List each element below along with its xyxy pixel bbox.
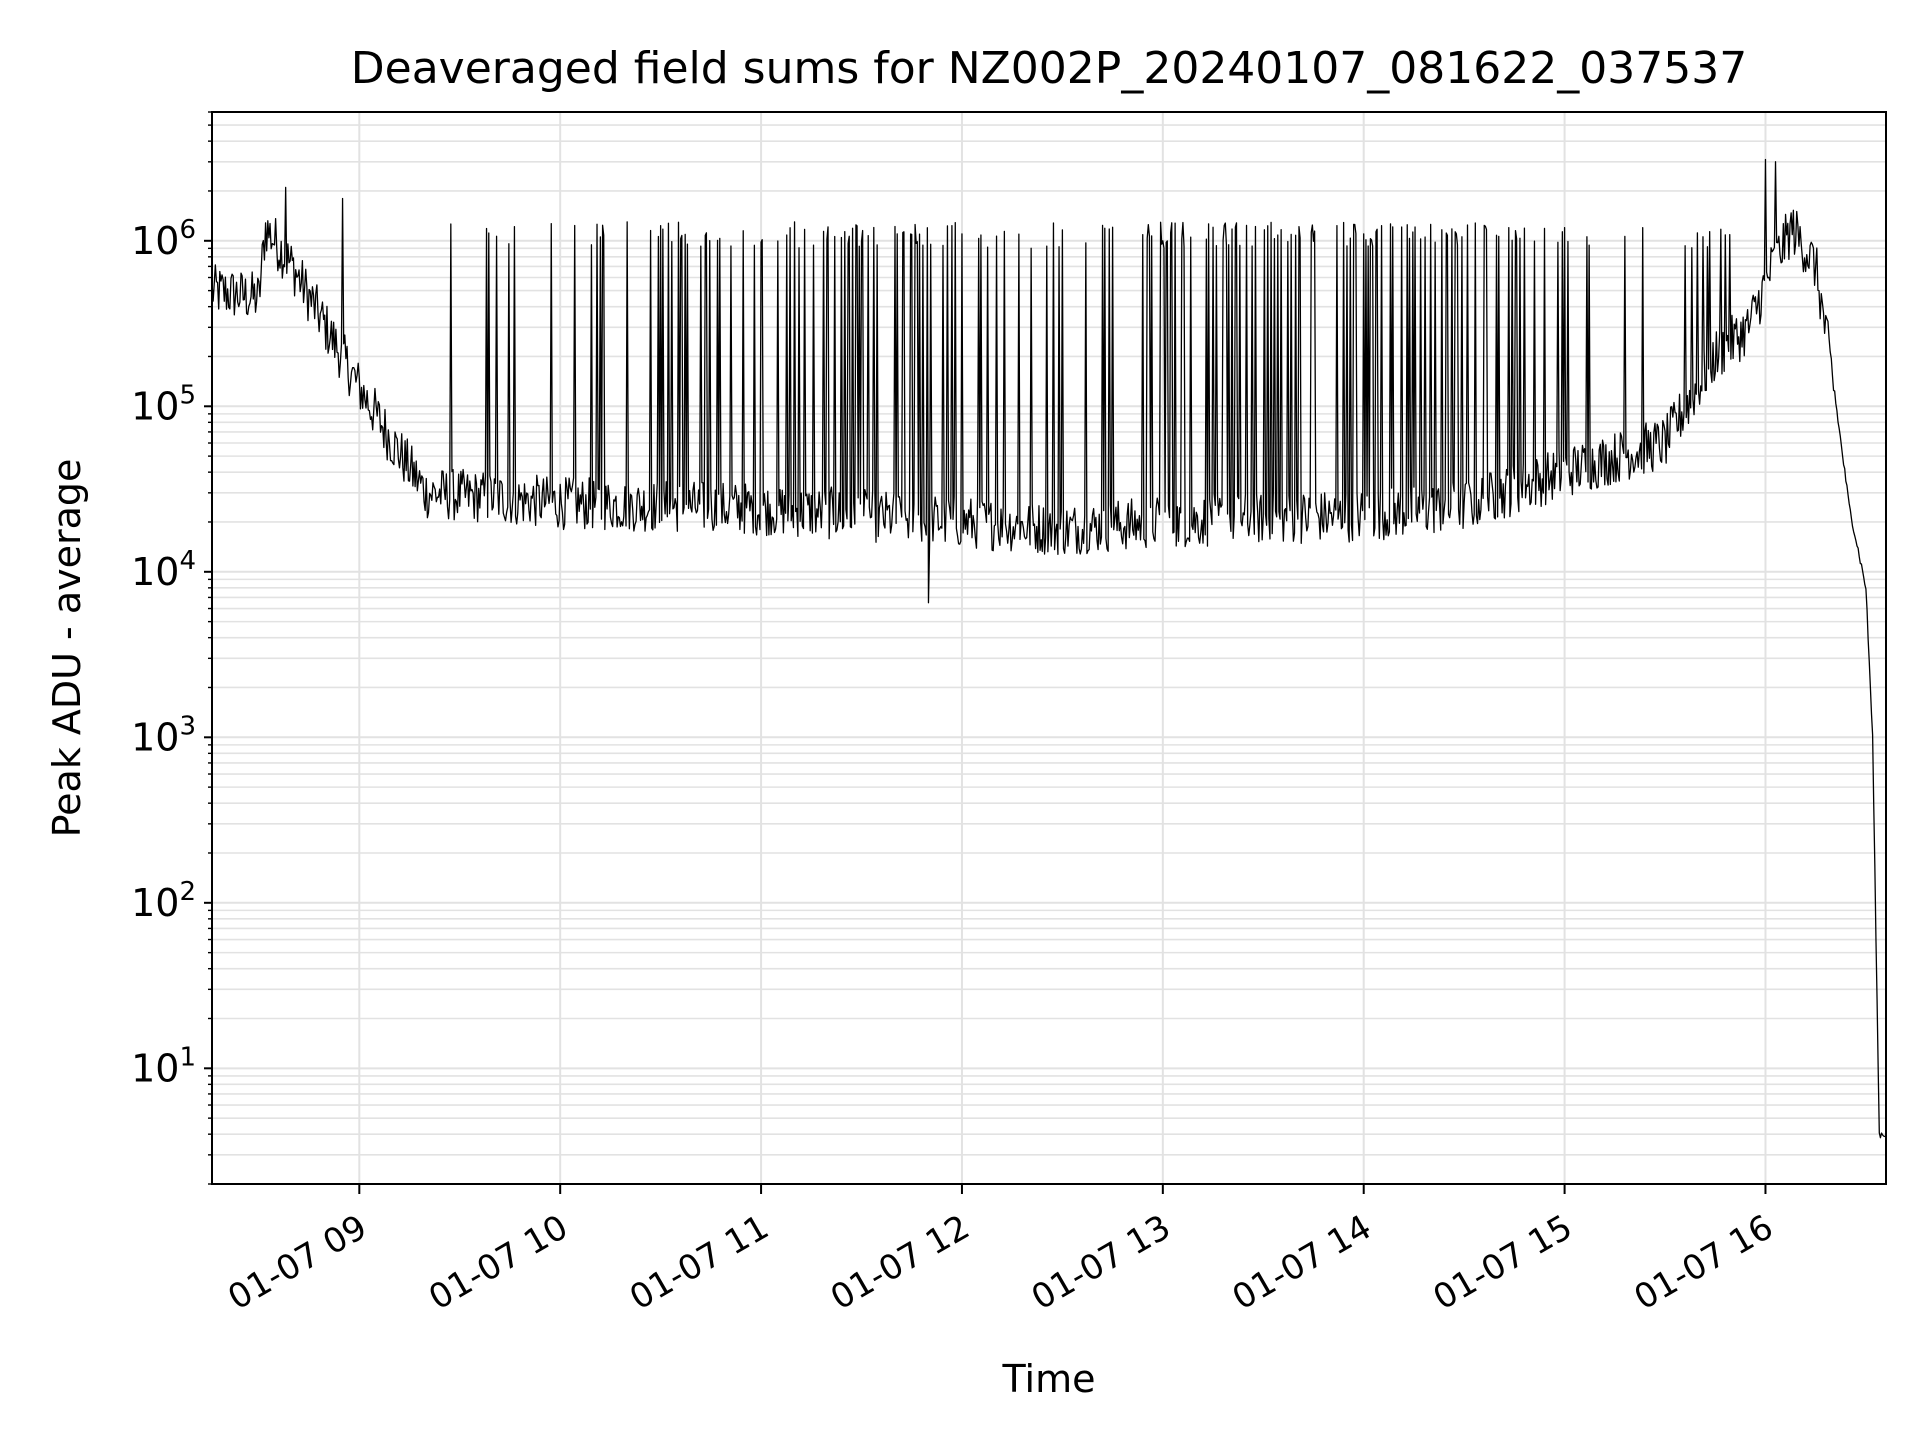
x-tick-label: 01-07 09 bbox=[221, 1207, 373, 1318]
x-tick-label: 01-07 15 bbox=[1427, 1207, 1579, 1318]
x-tick-label: 01-07 12 bbox=[824, 1207, 976, 1318]
y-tick-label: 101 bbox=[131, 1042, 196, 1090]
plot-area-frame bbox=[211, 111, 1887, 1185]
x-tick-label: 01-07 13 bbox=[1025, 1207, 1177, 1318]
x-axis-label: Time bbox=[1002, 1357, 1096, 1401]
y-axis-label: Peak ADU - average bbox=[45, 459, 89, 838]
series-line bbox=[211, 158, 1887, 1139]
series-layer bbox=[211, 158, 1887, 1139]
chart-title: Deaveraged field sums for NZ002P_2024010… bbox=[351, 43, 1747, 94]
y-tick-label: 105 bbox=[131, 380, 196, 428]
y-tick-label: 102 bbox=[131, 877, 196, 925]
x-tick-label: 01-07 16 bbox=[1628, 1207, 1780, 1318]
y-tick-label: 103 bbox=[131, 711, 196, 759]
y-tick-label: 104 bbox=[131, 546, 196, 594]
y-tick-label: 106 bbox=[131, 215, 196, 263]
x-tick-label: 01-07 11 bbox=[623, 1207, 775, 1318]
x-tick-label: 01-07 14 bbox=[1226, 1207, 1378, 1318]
grid bbox=[212, 111, 1886, 1185]
x-tick-label: 01-07 10 bbox=[422, 1207, 574, 1318]
